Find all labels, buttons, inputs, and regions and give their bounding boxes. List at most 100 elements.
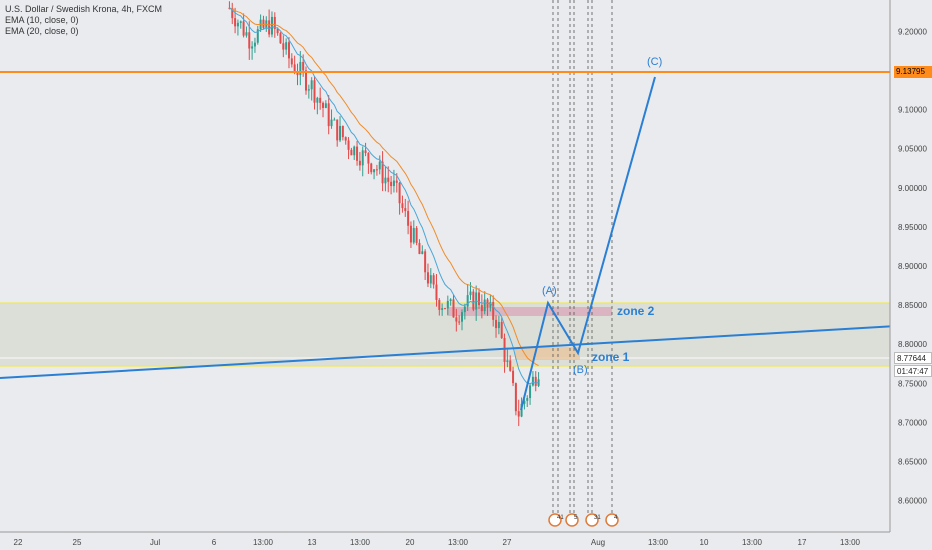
event-badge-count: 5 bbox=[574, 515, 578, 521]
candle-body bbox=[367, 153, 370, 164]
candle-body bbox=[500, 321, 503, 338]
candle-body bbox=[466, 295, 469, 307]
candle-body bbox=[424, 251, 427, 273]
event-badge-icon[interactable] bbox=[585, 513, 599, 527]
x-tick-label: 27 bbox=[503, 538, 512, 547]
candle-body bbox=[276, 28, 279, 34]
candle-body bbox=[322, 102, 325, 108]
candle-body bbox=[262, 19, 265, 28]
legend-title: U.S. Dollar / Swedish Krona, 4h, FXCM bbox=[5, 4, 163, 14]
candle-body bbox=[268, 20, 271, 35]
candle-body bbox=[421, 251, 424, 254]
candle-body bbox=[441, 308, 444, 310]
candle-body bbox=[347, 140, 350, 150]
candle-body bbox=[285, 42, 288, 50]
legend-ema10: EMA (10, close, 0) bbox=[5, 15, 79, 25]
candle-body bbox=[435, 284, 438, 300]
y-tick-label: 9.05000 bbox=[898, 145, 927, 154]
candle-body bbox=[239, 21, 242, 23]
candle-body bbox=[443, 308, 446, 310]
candle-body bbox=[290, 58, 293, 65]
candle-body bbox=[361, 150, 364, 166]
candle-body bbox=[418, 242, 421, 254]
candle-body bbox=[398, 182, 401, 204]
x-tick-label: 10 bbox=[700, 538, 709, 547]
x-tick-label: 13:00 bbox=[742, 538, 763, 547]
candle-body bbox=[514, 383, 517, 412]
candle-body bbox=[358, 160, 361, 166]
candle-body bbox=[282, 43, 285, 50]
candle-body bbox=[407, 211, 410, 226]
candle-body bbox=[395, 180, 398, 183]
candle-body bbox=[356, 146, 359, 161]
candle-body bbox=[279, 33, 282, 44]
countdown-tag: 01:47:47 bbox=[894, 365, 932, 377]
x-tick-label: Jul bbox=[150, 538, 160, 547]
x-tick-label: 13:00 bbox=[253, 538, 274, 547]
x-tick-label: Aug bbox=[591, 538, 605, 547]
candle-body bbox=[469, 291, 472, 296]
candle-body bbox=[373, 169, 376, 173]
candle-body bbox=[438, 299, 441, 310]
candle-body bbox=[503, 337, 506, 362]
x-tick-label: 6 bbox=[212, 538, 217, 547]
candle-body bbox=[455, 317, 458, 322]
candle-body bbox=[305, 70, 307, 91]
y-tick-label: 8.95000 bbox=[898, 223, 927, 232]
resistance-price-tag: 9.13795 bbox=[894, 66, 932, 78]
x-tick-label: 13:00 bbox=[840, 538, 861, 547]
candle-body bbox=[251, 46, 254, 49]
y-tick-label: 8.75000 bbox=[898, 379, 927, 388]
candle-body bbox=[495, 319, 498, 329]
candle-body bbox=[387, 177, 390, 182]
candle-body bbox=[531, 376, 534, 386]
current-price-tag: 8.77644 bbox=[894, 352, 932, 364]
candle-body bbox=[523, 400, 526, 404]
event-badge-icon[interactable] bbox=[548, 513, 562, 527]
candle-body bbox=[316, 97, 319, 103]
candle-body bbox=[520, 403, 523, 417]
candle-body bbox=[492, 301, 495, 320]
candle-body bbox=[293, 64, 296, 73]
candle-body bbox=[350, 149, 353, 156]
x-ticks: 22 25 Jul 6 13:00 13 13:00 20 13:00 27 Aug 13:00 10 1… bbox=[14, 538, 861, 547]
candle-body bbox=[463, 306, 466, 313]
event-badges[interactable]: 41 5 31 4 bbox=[548, 513, 619, 527]
y-tick-label: 8.65000 bbox=[898, 458, 927, 467]
candle-body bbox=[327, 103, 330, 127]
candle-body bbox=[245, 32, 248, 36]
candle-body bbox=[497, 321, 500, 329]
event-badge-count: 41 bbox=[557, 515, 564, 521]
wave-c-label: (C) bbox=[647, 56, 663, 68]
candle-body bbox=[296, 72, 299, 76]
zone1-box bbox=[515, 347, 580, 360]
candle-body bbox=[412, 228, 415, 243]
candle-body bbox=[353, 146, 356, 156]
candle-body bbox=[409, 225, 412, 243]
x-tick-label: 13:00 bbox=[448, 538, 469, 547]
chart-legend: U.S. Dollar / Swedish Krona, 4h, FXCM EM… bbox=[5, 4, 162, 37]
y-tick-label: 9.10000 bbox=[898, 106, 927, 115]
candle-body bbox=[446, 300, 449, 309]
candle-body bbox=[364, 150, 367, 154]
event-badge-icon[interactable] bbox=[605, 513, 619, 527]
candle-body bbox=[330, 119, 333, 127]
candle-body bbox=[242, 21, 245, 36]
candle-body bbox=[336, 119, 339, 141]
x-tick-label: 13:00 bbox=[648, 538, 669, 547]
candle-body bbox=[506, 360, 509, 362]
x-tick-label: 20 bbox=[406, 538, 415, 547]
y-tick-label: 9.20000 bbox=[898, 27, 927, 36]
trendline bbox=[0, 323, 932, 379]
wave-a-label: (A) bbox=[542, 285, 557, 297]
candle-body bbox=[384, 177, 387, 184]
x-tick-label: 22 bbox=[14, 538, 23, 547]
candle-body bbox=[526, 398, 529, 401]
candle-body bbox=[341, 126, 344, 138]
candle-body bbox=[310, 80, 313, 90]
event-badge-icon[interactable] bbox=[565, 513, 579, 527]
vertical-dashes bbox=[552, 0, 613, 520]
candle-body bbox=[529, 385, 532, 399]
candle-body bbox=[432, 275, 435, 285]
